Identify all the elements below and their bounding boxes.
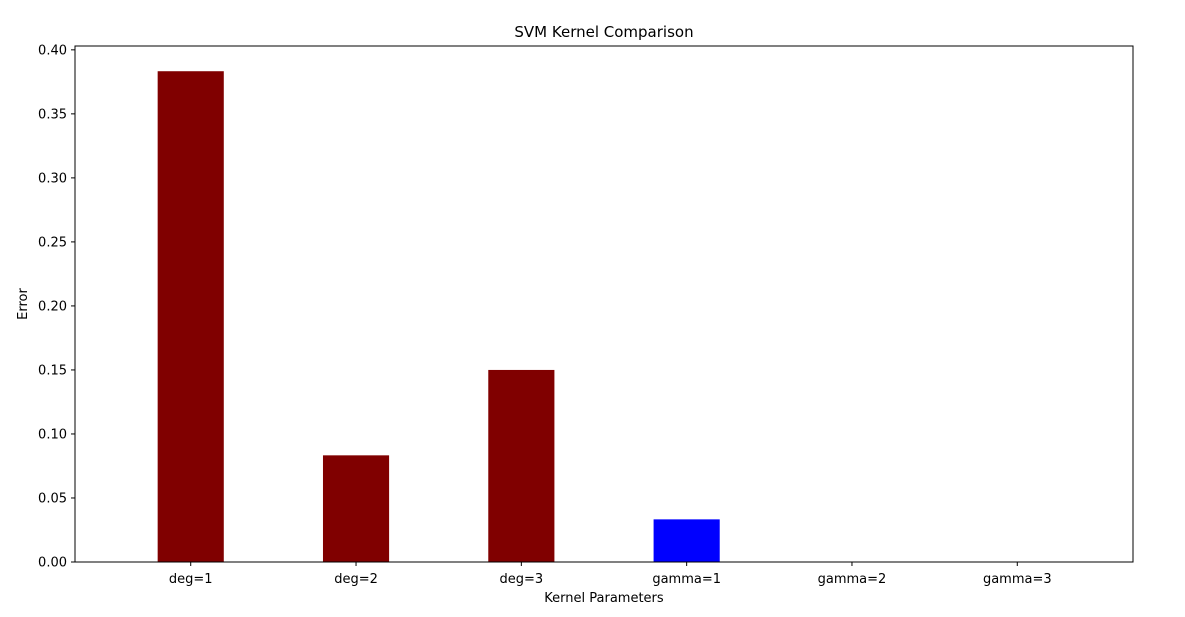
y-tick-label: 0.05 <box>38 491 67 506</box>
plot-frame <box>74 45 1134 563</box>
y-axis-ticks: 0.00 0.05 0.10 0.15 0.20 0.25 0.30 0.35 0.40 <box>38 43 75 571</box>
y-tick-label: 0.00 <box>38 556 67 571</box>
y-tick-label: 0.10 <box>38 427 67 442</box>
bar-gamma-1 <box>653 519 720 562</box>
bar-deg-1 <box>157 71 224 562</box>
x-tick-label: deg=1 <box>169 572 213 587</box>
x-tick-label: deg=3 <box>500 572 544 587</box>
y-axis-label: Error <box>16 288 31 320</box>
x-tick-label: deg=2 <box>334 572 378 587</box>
y-tick-label: 0.20 <box>38 299 67 314</box>
y-tick-label: 0.35 <box>38 107 67 122</box>
x-axis-label: Kernel Parameters <box>544 591 664 606</box>
bars <box>157 71 720 562</box>
y-tick-label: 0.30 <box>38 171 67 186</box>
x-axis-ticks: deg=1 deg=2 deg=3 gamma=1 gamma=2 gamma=3 <box>169 562 1052 587</box>
chart-title: SVM Kernel Comparison <box>514 23 693 41</box>
y-tick-label: 0.25 <box>38 235 67 250</box>
bar-deg-2 <box>322 455 390 562</box>
x-tick-label: gamma=2 <box>818 572 887 587</box>
y-tick-label: 0.40 <box>38 43 67 58</box>
x-tick-label: gamma=1 <box>652 572 721 587</box>
x-tick-label: gamma=3 <box>983 572 1052 587</box>
y-tick-label: 0.15 <box>38 363 67 378</box>
bar-deg-3 <box>488 369 555 562</box>
